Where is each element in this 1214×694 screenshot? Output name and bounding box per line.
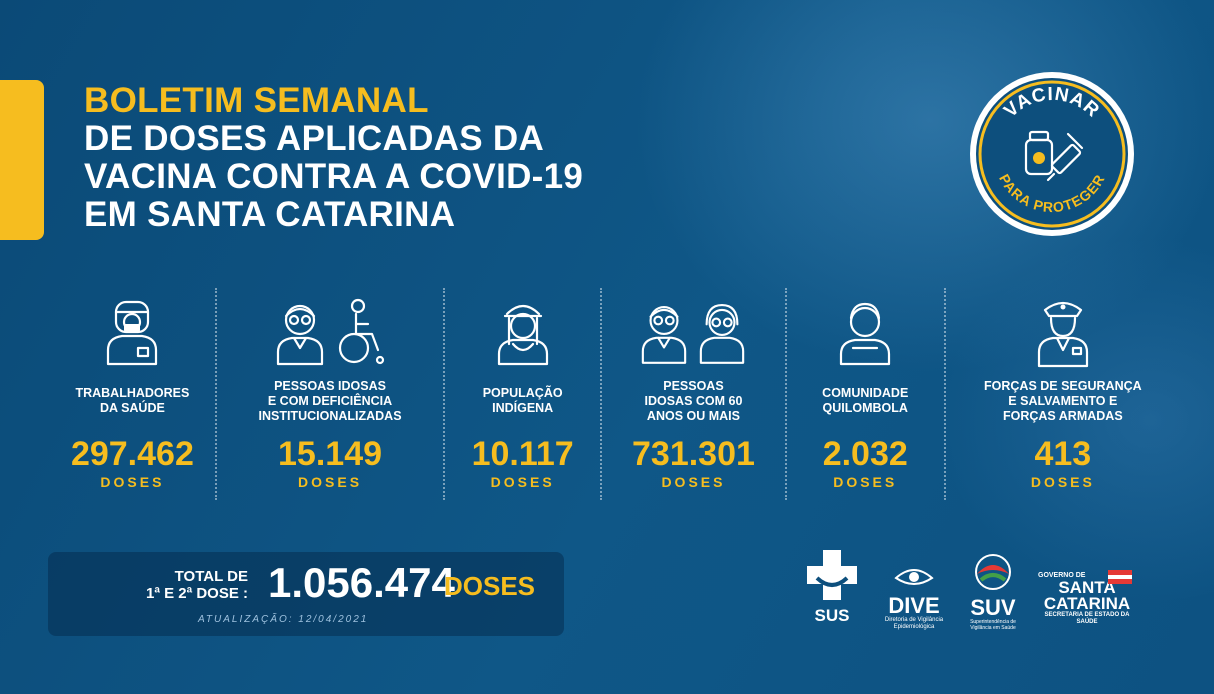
group-label: PESSOAS IDOSAS COM 60 ANOS OU MAIS <box>644 378 743 423</box>
title-line-2: DE DOSES APLICADAS DA <box>84 119 545 158</box>
sus-cross-icon <box>807 550 857 600</box>
group-unit: DOSES <box>490 474 555 490</box>
group-label: PESSOAS IDOSAS E COM DEFICIÊNCIA INSTITU… <box>258 378 402 423</box>
eye-icon <box>894 569 934 585</box>
title-line-4: EM SANTA CATARINA <box>84 195 456 234</box>
group-indigenous: POPULAÇÃO INDÍGENA 10.117 DOSES <box>443 288 600 500</box>
group-unit: DOSES <box>661 474 726 490</box>
officer-icon <box>1037 301 1088 368</box>
elderly-man-icon <box>276 304 324 366</box>
group-value: 15.149 <box>278 435 383 473</box>
group-unit: DOSES <box>1030 474 1095 490</box>
title-line-1: BOLETIM SEMANAL <box>84 81 429 120</box>
group-label: FORÇAS DE SEGURANÇA E SALVAMENTO E FORÇA… <box>984 378 1142 423</box>
vaccination-groups: TRABALHADORES DA SAÚDE 297.462 DOSES <box>50 288 1180 500</box>
elderly-man-icon <box>642 305 687 364</box>
government-line-2: CATARINA <box>1043 594 1131 613</box>
group-value: 413 <box>1034 435 1092 473</box>
health-worker-icon <box>107 300 158 366</box>
group-institutionalized: PESSOAS IDOSAS E COM DEFICIÊNCIA INSTITU… <box>214 288 443 500</box>
group-elderly-60: PESSOAS IDOSAS COM 60 ANOS OU MAIS 731.3… <box>600 288 785 500</box>
total-label: TOTAL DE 1ª E 2ª DOSE : <box>146 568 248 602</box>
elderly-woman-icon <box>700 304 745 364</box>
state-flag-icon <box>1108 570 1132 584</box>
group-label: COMUNIDADE QUILOMBOLA <box>822 386 909 415</box>
title-line-3: VACINA CONTRA A COVID-19 <box>84 157 584 196</box>
group-health-workers: TRABALHADORES DA SAÚDE 297.462 DOSES <box>50 288 215 500</box>
group-label: TRABALHADORES DA SAÚDE <box>75 386 190 415</box>
dive-logo: DIVE Diretoria de Vigilância Epidemiológ… <box>876 548 952 631</box>
group-label: POPULAÇÃO INDÍGENA <box>482 386 563 415</box>
group-unit: DOSES <box>298 474 363 490</box>
group-value: 2.032 <box>822 435 908 473</box>
group-value: 731.301 <box>632 435 755 473</box>
group-quilombola: COMUNIDADE QUILOMBOLA 2.032 DOSES <box>784 288 944 500</box>
wheelchair-icon <box>338 298 385 365</box>
suv-logo: SUV Superintendência de Vigilância em Sa… <box>966 548 1020 631</box>
total-doses-panel: TOTAL DE 1ª E 2ª DOSE : 1.056.474 DOSES … <box>48 552 564 636</box>
suv-logo-subtitle: Superintendência de Vigilância em Saúde <box>970 619 1016 631</box>
vaccinate-seal-icon: VACINAR PARA PROTEGER <box>970 72 1134 236</box>
suv-logo-text: SUV <box>970 595 1016 620</box>
group-value: 10.117 <box>471 435 574 473</box>
sus-logo: SUS <box>800 548 864 625</box>
group-unit: DOSES <box>833 474 898 490</box>
group-value: 297.462 <box>70 435 194 473</box>
group-unit: DOSES <box>100 474 165 490</box>
indigenous-person-icon <box>497 304 548 366</box>
total-unit: DOSES <box>444 571 536 601</box>
government-line-1: SANTA <box>1058 578 1116 597</box>
total-value: 1.056.474 <box>268 559 455 606</box>
dive-logo-text: DIVE <box>888 593 940 618</box>
government-logo: GOVERNO DE SANTA CATARINA SECRETARIA DE … <box>1034 548 1140 626</box>
suv-symbol-icon <box>975 554 1011 590</box>
update-date: ATUALIZAÇÃO: 12/04/2021 <box>198 614 369 625</box>
quilombola-person-icon <box>840 302 891 366</box>
institution-logos: SUS DIVE Diretoria de Vigilância Epidemi… <box>800 548 1140 638</box>
sus-logo-text: SUS <box>814 606 850 625</box>
page-title: BOLETIM SEMANAL DE DOSES APLICADAS DA VA… <box>84 82 583 234</box>
dive-logo-subtitle: Diretoria de Vigilância Epidemiológica <box>884 617 944 630</box>
accent-bar <box>0 80 44 240</box>
government-subtitle: SECRETARIA DE ESTADO DA SAÚDE <box>1044 612 1130 625</box>
group-security-forces: FORÇAS DE SEGURANÇA E SALVAMENTO E FORÇA… <box>943 288 1180 500</box>
government-top-text: GOVERNO DE <box>1038 572 1086 579</box>
